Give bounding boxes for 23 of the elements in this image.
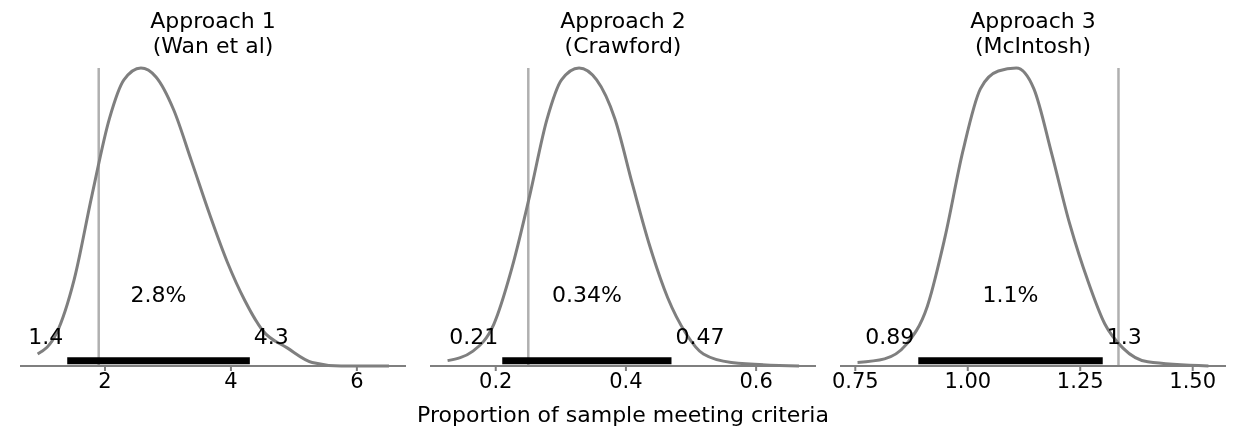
x-tick-label: 1.50 (1169, 368, 1217, 393)
annotation: 1.3 (1106, 324, 1142, 350)
chart-title: Approach 1 (Wan et al) (149, 8, 277, 58)
annotation: 0.34% (551, 282, 622, 308)
annotation: 1.1% (982, 282, 1039, 308)
x-tick-label: 0.4 (609, 368, 643, 393)
annotation: 1.4 (28, 324, 64, 350)
x-tick-label: 1.25 (1056, 368, 1104, 393)
annotation: 0.21 (449, 324, 499, 350)
x-tick-label: 0.6 (739, 368, 773, 393)
annotation: 2.8% (130, 282, 187, 308)
annotation: 0.89 (865, 324, 915, 350)
x-axis-title: Proportion of sample meeting criteria (417, 402, 829, 427)
annotation: 4.3 (253, 324, 289, 350)
x-tick-label: 1.00 (944, 368, 992, 393)
chart-title: Approach 2 (Crawford) (559, 8, 687, 58)
x-tick-label: 6 (350, 368, 364, 393)
x-tick-label: 0.75 (831, 368, 879, 393)
annotation: 0.47 (675, 324, 725, 350)
x-tick-label: 2 (98, 368, 112, 393)
x-tick-label: 4 (224, 368, 238, 393)
chart-title: Approach 3 (McIntosh) (969, 8, 1097, 58)
x-tick-label: 0.2 (479, 368, 513, 393)
